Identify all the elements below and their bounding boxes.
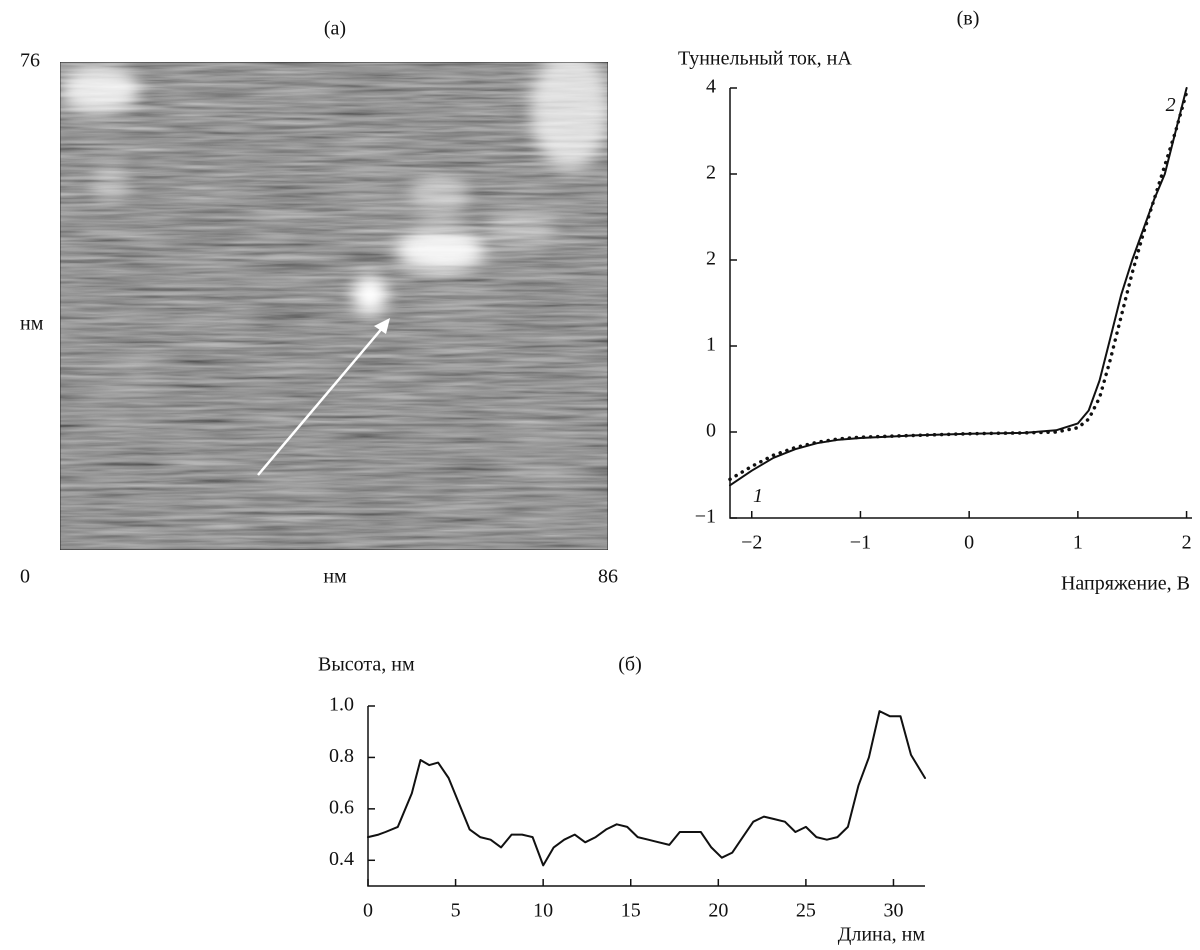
x-label: нм bbox=[323, 566, 347, 588]
x-tick-label: −1 bbox=[850, 532, 871, 554]
x-tick-label: 30 bbox=[883, 900, 903, 922]
y-tick-label: 2 bbox=[706, 162, 716, 184]
x-label: Длина, нм bbox=[838, 924, 926, 946]
y-tick-label: 2 bbox=[706, 248, 716, 270]
axis-line bbox=[367, 706, 925, 887]
y-tick-label: 0.8 bbox=[329, 745, 354, 767]
x-tick-label: 15 bbox=[621, 900, 641, 922]
y-tick-label: 76 bbox=[20, 50, 40, 72]
x-label: Напряжение, В bbox=[1061, 573, 1190, 595]
y-label: Высота, нм bbox=[318, 654, 415, 676]
y-tick-label: −1 bbox=[695, 506, 716, 528]
x-tick-label: −2 bbox=[741, 532, 762, 554]
x-tick-label: 10 bbox=[533, 900, 553, 922]
y-tick-label: 0.6 bbox=[329, 796, 354, 818]
panel-label: (в) bbox=[957, 8, 980, 30]
series-label: 1 bbox=[753, 485, 763, 507]
panel-label: (a) bbox=[324, 18, 346, 40]
y-label: нм bbox=[20, 313, 44, 335]
series-label: 2 bbox=[1166, 94, 1176, 116]
y-tick-label: 1.0 bbox=[329, 694, 354, 716]
panel-label: (б) bbox=[618, 654, 642, 676]
series-line bbox=[367, 710, 926, 867]
axis-line bbox=[729, 88, 1192, 519]
x-tick-label: 25 bbox=[796, 900, 816, 922]
x-tick-label: 0 bbox=[20, 566, 30, 588]
x-tick-label: 2 bbox=[1182, 532, 1192, 554]
arrow bbox=[257, 318, 390, 476]
y-tick-label: 0 bbox=[706, 420, 716, 442]
x-tick-label: 1 bbox=[1073, 532, 1083, 554]
y-tick-label: 0.4 bbox=[329, 848, 354, 870]
y-tick-label: 4 bbox=[706, 76, 716, 98]
stm-image bbox=[60, 62, 608, 550]
y-tick-label: 1 bbox=[706, 334, 716, 356]
y-label: Туннельный ток, нА bbox=[678, 48, 852, 70]
x-tick-label: 86 bbox=[598, 566, 618, 588]
x-tick-label: 20 bbox=[708, 900, 728, 922]
series-line bbox=[729, 87, 1188, 487]
series-line bbox=[728, 90, 1189, 482]
x-tick-label: 0 bbox=[363, 900, 373, 922]
x-tick-label: 5 bbox=[451, 900, 461, 922]
x-tick-label: 0 bbox=[964, 532, 974, 554]
